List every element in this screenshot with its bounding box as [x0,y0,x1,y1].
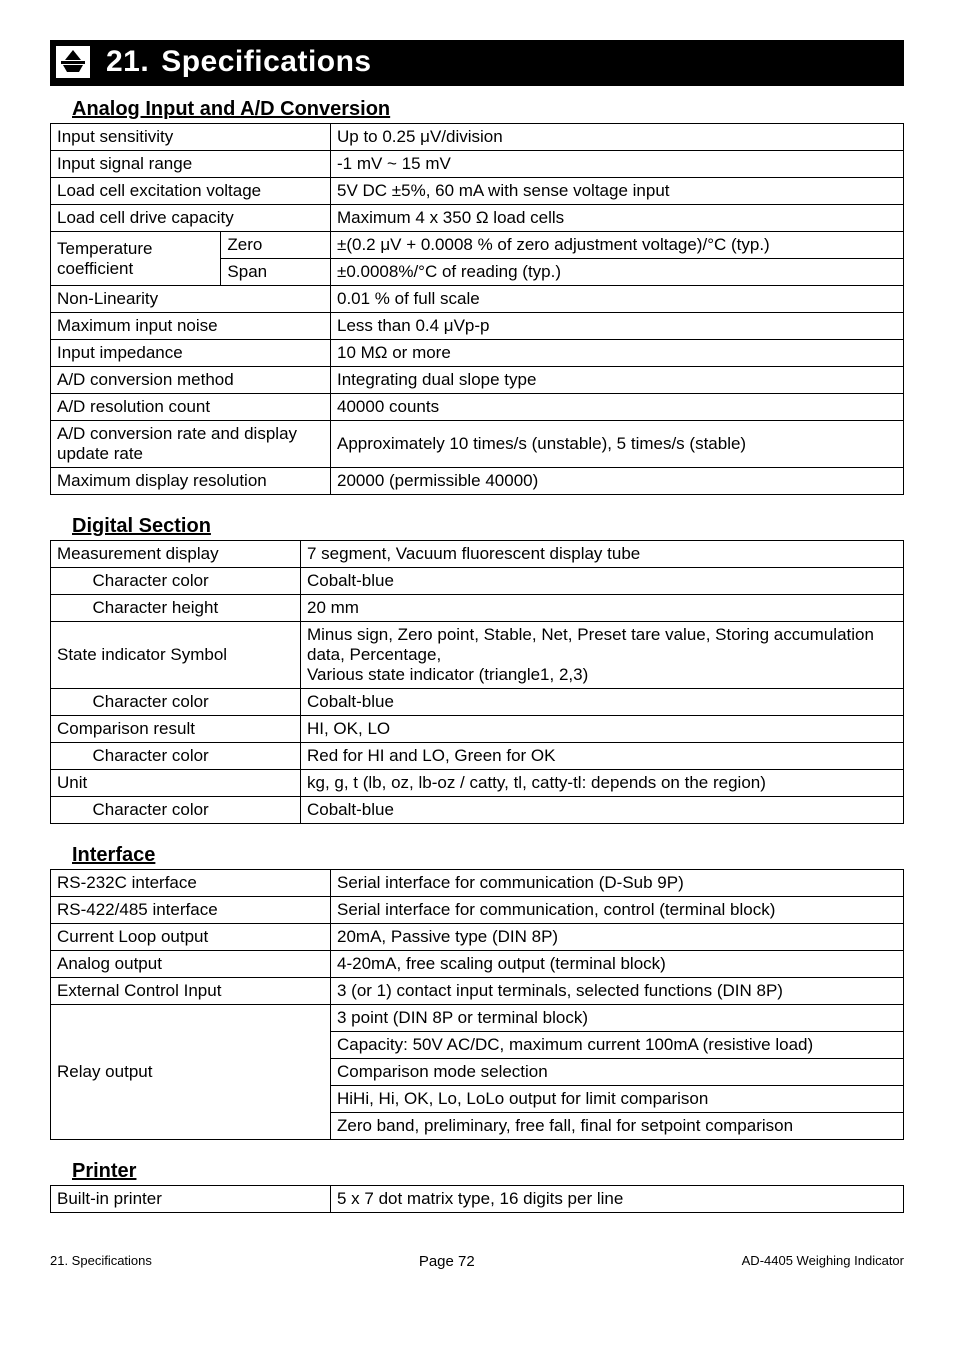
value: Integrating dual slope type [331,367,904,394]
value: Cobalt-blue [300,568,903,595]
section-heading-printer: Printer [72,1160,904,1183]
value: Up to 0.25 μV/division [331,124,904,151]
value: 3 point (DIN 8P or terminal block) [331,1005,904,1032]
label: RS-232C interface [51,870,331,897]
chapter-title: Specifications [161,45,371,79]
label: Character color [87,689,301,716]
sublabel: Zero [221,232,331,259]
value: Red for HI and LO, Green for OK [300,743,903,770]
page-footer: 21. Specifications Page 72 AD-4405 Weigh… [50,1253,904,1270]
label: Analog output [51,951,331,978]
analog-table: Input sensitivityUp to 0.25 μV/division … [50,123,904,495]
label: Load cell drive capacity [51,205,331,232]
value: 40000 counts [331,394,904,421]
value: Capacity: 50V AC/DC, maximum current 100… [331,1032,904,1059]
value: Approximately 10 times/s (unstable), 5 t… [331,421,904,468]
value: 20 mm [300,595,903,622]
value: ±0.0008%/°C of reading (typ.) [331,259,904,286]
label: Input impedance [51,340,331,367]
label: Built-in printer [51,1186,331,1213]
label: Measurement display [51,541,301,568]
value: 5V DC ±5%, 60 mA with sense voltage inpu… [331,178,904,205]
sublabel: Span [221,259,331,286]
value: Minus sign, Zero point, Stable, Net, Pre… [300,622,903,689]
printer-table: Built-in printer5 x 7 dot matrix type, 1… [50,1185,904,1213]
label: Character color [87,743,301,770]
chapter-number: 21. [106,45,149,79]
label: A/D conversion method [51,367,331,394]
value: 10 MΩ or more [331,340,904,367]
value: Serial interface for communication (D-Su… [331,870,904,897]
chapter-header: 21. Specifications [50,40,904,86]
value: Less than 0.4 μVp-p [331,313,904,340]
footer-page: Page 72 [419,1253,475,1270]
value: kg, g, t (lb, oz, lb-oz / catty, tl, cat… [300,770,903,797]
label: Current Loop output [51,924,331,951]
value: 20mA, Passive type (DIN 8P) [331,924,904,951]
label: RS-422/485 interface [51,897,331,924]
label: Temperature coefficient [51,232,221,286]
label: Load cell excitation voltage [51,178,331,205]
value: 0.01 % of full scale [331,286,904,313]
value: HiHi, Hi, OK, Lo, LoLo output for limit … [331,1086,904,1113]
label: Unit [51,770,301,797]
value: Cobalt-blue [300,797,903,824]
value: Maximum 4 x 350 Ω load cells [331,205,904,232]
label: Input signal range [51,151,331,178]
interface-table: RS-232C interfaceSerial interface for co… [50,869,904,1140]
label: State indicator Symbol [51,622,301,689]
indent [51,689,87,716]
scale-icon [54,44,92,80]
indent [51,568,87,595]
label: Comparison result [51,716,301,743]
value: HI, OK, LO [300,716,903,743]
section-heading-interface: Interface [72,844,904,867]
label: A/D resolution count [51,394,331,421]
value: Zero band, preliminary, free fall, final… [331,1113,904,1140]
value: ±(0.2 μV + 0.0008 % of zero adjustment v… [331,232,904,259]
footer-left: 21. Specifications [50,1253,152,1270]
label: Maximum display resolution [51,468,331,495]
value: 5 x 7 dot matrix type, 16 digits per lin… [331,1186,904,1213]
indent [51,595,87,622]
section-heading-digital: Digital Section [72,515,904,538]
label: Relay output [51,1005,331,1140]
digital-table: Measurement display7 segment, Vacuum flu… [50,540,904,824]
label: Maximum input noise [51,313,331,340]
footer-right: AD-4405 Weighing Indicator [742,1253,904,1270]
indent [51,797,87,824]
label: Character color [87,568,301,595]
value: 20000 (permissible 40000) [331,468,904,495]
label: External Control Input [51,978,331,1005]
value: 4-20mA, free scaling output (terminal bl… [331,951,904,978]
label: Input sensitivity [51,124,331,151]
section-heading-analog: Analog Input and A/D Conversion [72,98,904,121]
value: 3 (or 1) contact input terminals, select… [331,978,904,1005]
value: 7 segment, Vacuum fluorescent display tu… [300,541,903,568]
label: A/D conversion rate and display update r… [51,421,331,468]
value: Comparison mode selection [331,1059,904,1086]
label: Character color [87,797,301,824]
value: -1 mV ~ 15 mV [331,151,904,178]
label: Non-Linearity [51,286,331,313]
label: Character height [87,595,301,622]
indent [51,743,87,770]
value: Serial interface for communication, cont… [331,897,904,924]
value: Cobalt-blue [300,689,903,716]
